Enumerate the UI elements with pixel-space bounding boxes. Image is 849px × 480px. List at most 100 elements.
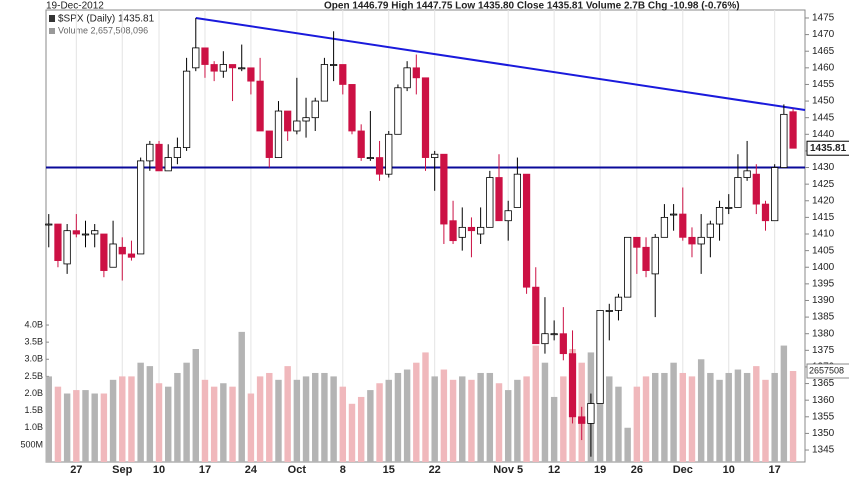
y-tick-label: 1380 [812,328,835,339]
trend-line [195,16,806,112]
y-tick-label: 1410 [812,229,835,240]
volume-bar [357,396,365,462]
candle-body [789,111,797,149]
candle-body [293,120,301,132]
y-tick-label: 1385 [812,312,835,323]
candle-body [45,223,53,226]
candle-body [578,416,586,424]
candle-body [348,84,356,132]
volume-bar [63,393,71,462]
y-tick-label: 1395 [812,278,835,289]
x-tick-label: 24 [245,464,258,476]
candle-body [311,100,319,119]
x-tick-label: 10 [723,464,735,476]
volume-bar [753,366,760,462]
volume-bar [229,386,236,462]
candle-body [449,220,457,242]
volume-bar [119,376,126,462]
volume-bar [477,372,484,462]
candle-body [752,173,760,205]
volume-bar [725,372,732,462]
volume-bar [394,372,402,462]
x-tick-label: Oct [288,464,307,476]
volume-bar [339,386,347,462]
x-tick-label: 22 [429,464,441,476]
volume-bar [164,386,172,462]
candle-body [467,226,476,232]
volume-bar [367,390,374,462]
y-tick-label: 1440 [812,129,835,140]
candle-body [302,117,310,122]
candle-body [633,236,641,248]
candle-body [614,296,623,311]
volume-bar [155,383,163,462]
x-tick-label: 12 [548,464,560,476]
x-tick-label: 27 [70,464,82,476]
volume-tick-label: 2.5B [24,371,43,381]
candle-body [247,67,255,82]
candle-body [725,207,733,209]
candle-body [173,147,182,158]
x-tick-label: 15 [383,464,395,476]
volume-bar [459,376,466,462]
volume-bar [422,352,429,462]
candle-body [256,80,264,132]
candle-body [495,177,503,222]
x-tick-label: 8 [340,464,346,476]
volume-bar [266,372,273,462]
volume-bar [312,372,319,462]
candle-body [697,236,705,245]
candle-body [265,130,273,158]
volume-bar [661,372,668,462]
candle-body [587,403,595,424]
volume-bar [514,379,521,462]
x-tick-label: Nov 5 [493,464,523,476]
y-tick-label: 1475 [812,13,835,24]
volume-tag: 2657508 [809,365,844,375]
volume-bar [321,372,328,462]
volume-bar [210,386,218,462]
volume-bar [431,376,438,462]
candle-body [440,153,448,225]
price-tag-box [806,140,849,156]
candle-body [164,157,172,172]
candle-body [385,133,393,175]
legend-icon [49,28,55,34]
candle-body [642,246,650,271]
volume-tag-box [806,363,849,379]
volume-bar [688,376,696,462]
y-tick-label: 1345 [812,445,835,456]
candle-body [274,110,283,158]
volume-bar [192,349,199,462]
volume-bar [532,345,539,462]
volume-bar [789,371,797,462]
volume-bar [256,376,264,462]
candle-body [477,226,485,235]
candle-body [780,113,788,168]
volume-bar [495,383,503,462]
volume-bar [523,376,530,462]
candle-body [624,236,632,298]
y-tick-label: 1450 [812,96,835,107]
volume-bar [376,383,383,462]
candle-body [706,223,714,238]
candle-body [228,64,237,69]
candle-body [568,353,577,418]
y-tick-label: 1455 [812,79,835,90]
volume-tick-label: 3.5B [24,337,43,347]
y-tick-label: 1375 [812,345,835,356]
candle-body [63,230,71,265]
candle-body [201,47,209,65]
volume-bar [128,376,135,462]
candle-body [761,203,770,222]
candle-body [513,173,522,208]
candle-body [651,236,659,275]
candle-body [137,160,145,255]
volume-bar [670,362,677,462]
volume-bar [615,386,622,462]
volume-bar [284,366,291,462]
x-tick-label: 19 [594,464,606,476]
volume-bar [275,379,282,462]
candle-body [541,333,549,345]
